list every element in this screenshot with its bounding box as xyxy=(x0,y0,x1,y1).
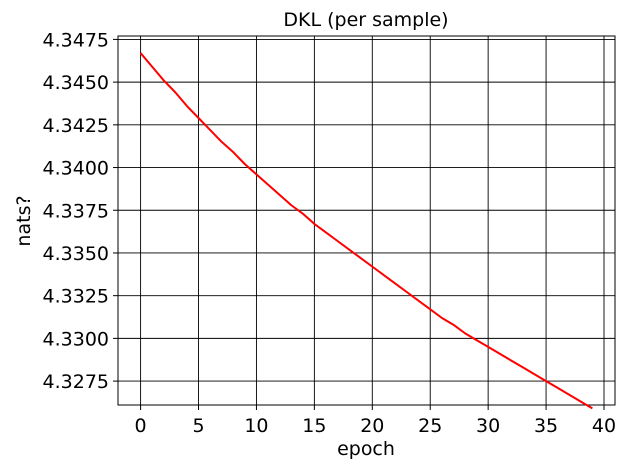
x-tick-label: 10 xyxy=(244,415,268,437)
y-tick-label: 4.3375 xyxy=(43,200,109,222)
y-tick-label: 4.3350 xyxy=(43,243,109,265)
x-tick-label: 25 xyxy=(418,415,442,437)
y-tick-label: 4.3275 xyxy=(43,371,109,393)
x-axis-label: epoch xyxy=(337,438,395,460)
y-tick-label: 4.3450 xyxy=(43,72,109,94)
y-tick-label: 4.3300 xyxy=(43,328,109,350)
x-tick-label: 15 xyxy=(302,415,326,437)
series-line xyxy=(139,52,593,410)
x-tick-label: 5 xyxy=(192,415,204,437)
x-tick-label: 20 xyxy=(360,415,384,437)
y-tick-label: 4.3425 xyxy=(43,115,109,137)
y-tick-label: 4.3400 xyxy=(43,158,109,180)
x-tick-label: 35 xyxy=(534,415,558,437)
x-tick-label: 40 xyxy=(592,415,616,437)
y-tick-label: 4.3325 xyxy=(43,286,109,308)
plot-area: 0 5 10 15 20 25 30 35 40 4.3275 4.3300 4.3325 4.3350… xyxy=(43,29,617,437)
plot-frame xyxy=(117,35,616,406)
x-tick-label: 30 xyxy=(476,415,500,437)
y-axis-label: nats? xyxy=(13,195,35,246)
x-tick-label: 0 xyxy=(135,415,147,437)
y-tick-label: 4.3475 xyxy=(43,29,109,51)
chart-title: DKL (per sample) xyxy=(283,9,448,31)
